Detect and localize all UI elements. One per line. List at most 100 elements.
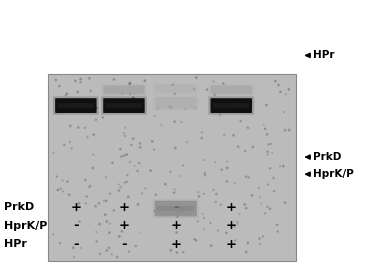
Point bbox=[243, 175, 249, 179]
Point bbox=[238, 119, 243, 123]
Point bbox=[128, 143, 134, 147]
Point bbox=[172, 187, 178, 191]
Point bbox=[223, 231, 229, 235]
Point bbox=[71, 246, 77, 250]
Point bbox=[224, 166, 230, 170]
Point bbox=[213, 200, 219, 204]
Point bbox=[263, 103, 269, 107]
Point bbox=[88, 89, 94, 93]
Point bbox=[124, 180, 130, 184]
Point bbox=[204, 87, 210, 92]
FancyBboxPatch shape bbox=[152, 199, 199, 218]
Point bbox=[218, 203, 224, 207]
FancyBboxPatch shape bbox=[155, 84, 196, 93]
Point bbox=[94, 239, 100, 244]
Point bbox=[132, 164, 138, 168]
Point bbox=[261, 123, 267, 127]
Point bbox=[199, 136, 205, 140]
Text: HprK/P: HprK/P bbox=[4, 221, 47, 231]
Point bbox=[61, 143, 67, 147]
Point bbox=[59, 110, 65, 114]
Point bbox=[178, 174, 184, 178]
Point bbox=[224, 179, 230, 183]
Text: -: - bbox=[73, 238, 79, 251]
Point bbox=[135, 169, 141, 173]
Text: +: + bbox=[118, 219, 130, 232]
Point bbox=[269, 151, 275, 155]
Point bbox=[57, 241, 63, 245]
Point bbox=[221, 133, 227, 137]
Point bbox=[191, 237, 197, 241]
Text: PrkD: PrkD bbox=[4, 202, 34, 212]
Point bbox=[133, 244, 139, 248]
Point bbox=[149, 139, 155, 144]
Text: -: - bbox=[73, 219, 79, 232]
Point bbox=[151, 147, 157, 152]
Point bbox=[180, 250, 186, 254]
FancyBboxPatch shape bbox=[101, 83, 147, 96]
Point bbox=[179, 209, 185, 214]
Point bbox=[78, 80, 84, 84]
Point bbox=[195, 190, 201, 194]
Point bbox=[201, 227, 207, 231]
Point bbox=[126, 249, 132, 254]
Point bbox=[71, 255, 77, 259]
Point bbox=[127, 92, 133, 96]
Point bbox=[76, 201, 82, 206]
Point bbox=[139, 191, 145, 196]
Point bbox=[275, 229, 281, 234]
Point bbox=[281, 110, 287, 114]
Point bbox=[256, 237, 262, 241]
Point bbox=[232, 224, 238, 229]
Point bbox=[124, 173, 130, 177]
Point bbox=[55, 188, 61, 192]
Point bbox=[243, 250, 249, 254]
Point bbox=[265, 142, 271, 147]
Point bbox=[243, 206, 249, 210]
Point bbox=[211, 188, 216, 192]
FancyBboxPatch shape bbox=[101, 96, 147, 115]
Point bbox=[51, 151, 57, 155]
Point bbox=[235, 222, 241, 226]
Point bbox=[264, 205, 270, 209]
Point bbox=[137, 142, 143, 146]
Point bbox=[122, 134, 128, 138]
Point bbox=[152, 114, 158, 118]
Point bbox=[244, 125, 250, 130]
Point bbox=[208, 244, 214, 248]
Point bbox=[109, 252, 115, 256]
FancyBboxPatch shape bbox=[103, 85, 145, 94]
Point bbox=[138, 230, 144, 235]
Point bbox=[119, 92, 125, 96]
Point bbox=[64, 180, 70, 184]
Point bbox=[232, 238, 238, 243]
Point bbox=[234, 220, 240, 224]
Point bbox=[265, 182, 271, 187]
Text: -: - bbox=[121, 238, 127, 251]
Point bbox=[262, 127, 268, 131]
Point bbox=[202, 173, 208, 177]
Point bbox=[166, 104, 172, 108]
Point bbox=[276, 83, 282, 87]
Point bbox=[70, 245, 76, 249]
Point bbox=[90, 153, 96, 157]
Point bbox=[235, 145, 241, 149]
Point bbox=[234, 98, 240, 102]
Point bbox=[117, 147, 123, 151]
Point bbox=[245, 126, 251, 130]
FancyBboxPatch shape bbox=[211, 98, 252, 113]
Point bbox=[75, 125, 81, 130]
Point bbox=[236, 212, 242, 216]
Text: +: + bbox=[170, 238, 181, 251]
Point bbox=[93, 118, 99, 122]
Point bbox=[102, 213, 108, 217]
Point bbox=[242, 202, 248, 207]
Point bbox=[175, 215, 181, 219]
Text: HPr: HPr bbox=[4, 239, 27, 249]
Point bbox=[103, 175, 109, 179]
Point bbox=[94, 106, 100, 110]
Point bbox=[286, 128, 292, 132]
Point bbox=[174, 251, 180, 255]
Point bbox=[272, 79, 278, 83]
Point bbox=[125, 195, 131, 199]
